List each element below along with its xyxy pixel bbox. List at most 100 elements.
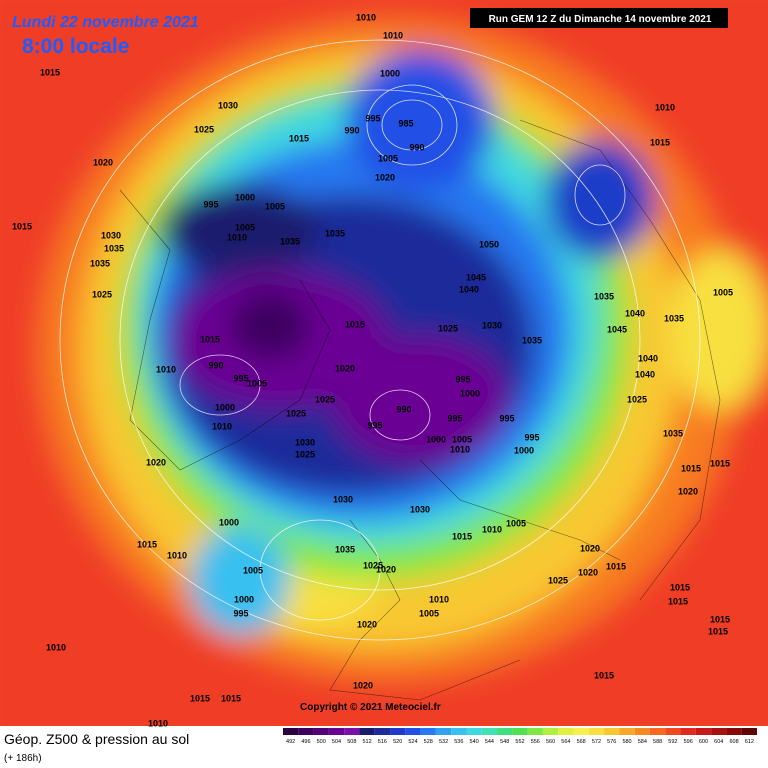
isobar-label: 1025 — [92, 289, 112, 299]
scale-cell — [451, 728, 467, 735]
scale-cell — [497, 728, 513, 735]
isobar-label: 1025 — [194, 124, 214, 134]
isobar-label: 1000 — [215, 402, 235, 412]
isobar-label: 995 — [447, 413, 462, 423]
scale-cell — [726, 728, 742, 735]
isobar-label: 1020 — [375, 172, 395, 182]
isobar-label: 1000 — [380, 68, 400, 78]
isobar-label: 1015 — [710, 458, 730, 468]
isobar-label: 1030 — [101, 230, 121, 240]
isobar-label: 990 — [208, 360, 223, 370]
scale-cell — [359, 728, 375, 735]
isobar-label: 1020 — [580, 543, 600, 553]
isobar-label: 1010 — [429, 594, 449, 604]
isobar-label: 1020 — [353, 680, 373, 690]
isobar-label: 1015 — [650, 137, 670, 147]
isobar-label: 995 — [455, 374, 470, 384]
coastlines — [119, 119, 721, 701]
isobar-label: 1015 — [12, 221, 32, 231]
scale-label: 532 — [439, 739, 448, 745]
isobar-label: 1015 — [710, 614, 730, 624]
lead-time: (+ 186h) — [4, 753, 42, 764]
scale-label: 608 — [729, 739, 738, 745]
isobar-label: 1010 — [655, 102, 675, 112]
scale-cell — [604, 728, 620, 735]
isobar-label: 990 — [396, 404, 411, 414]
run-info: Run GEM 12 Z du Dimanche 14 novembre 202… — [489, 14, 712, 25]
isobar-label: 1030 — [295, 437, 315, 447]
scale-label: 600 — [699, 739, 708, 745]
isobar-label: 1000 — [460, 388, 480, 398]
isobar-label: 995 — [233, 373, 248, 383]
scale-cell — [741, 728, 757, 735]
isobar-label: 1025 — [438, 323, 458, 333]
scale-cell — [466, 728, 482, 735]
scale-label: 604 — [714, 739, 723, 745]
scale-cell — [435, 728, 452, 735]
isobar-label: 1015 — [137, 539, 157, 549]
scale-cell — [405, 728, 421, 735]
isobar-label: 1020 — [376, 564, 396, 574]
isobar-label: 1010 — [46, 642, 66, 652]
isobar-label: 1000 — [235, 192, 255, 202]
scale-label: 568 — [577, 739, 586, 745]
scale-cell — [283, 728, 299, 735]
scale-label: 580 — [622, 739, 631, 745]
scale-cell — [695, 728, 712, 735]
scale-cell — [634, 728, 650, 735]
scale-label: 572 — [592, 739, 601, 745]
isobar-label: 1010 — [156, 364, 176, 374]
isobar-label: 1030 — [410, 504, 430, 514]
isobar-label: 1030 — [333, 494, 353, 504]
scale-label: 536 — [454, 739, 463, 745]
isobar-label: 1020 — [678, 486, 698, 496]
scale-cell — [298, 728, 314, 735]
scale-label: 564 — [561, 739, 570, 745]
isobar-label: 1040 — [459, 284, 479, 294]
scale-label: 492 — [286, 739, 295, 745]
isobar-label: 1010 — [356, 12, 376, 22]
scale-cell — [619, 728, 635, 735]
isobar-label: 1010 — [383, 30, 403, 40]
scale-label: 504 — [332, 739, 341, 745]
isobar-label: 1005 — [378, 153, 398, 163]
scale-label: 596 — [684, 739, 693, 745]
scale-label: 496 — [301, 739, 310, 745]
isobar-label: 1005 — [506, 518, 526, 528]
isobar-label: 1035 — [325, 228, 345, 238]
scale-cell — [542, 728, 559, 735]
isobar-label: 1015 — [606, 561, 626, 571]
scale-cell — [313, 728, 329, 735]
scale-label: 508 — [347, 739, 356, 745]
isobar-label: 985 — [398, 118, 413, 128]
scale-label: 612 — [745, 739, 754, 745]
isobar-label: 1025 — [286, 408, 306, 418]
scale-cell — [649, 728, 666, 735]
forecast-date: Lundi 22 novembre 2021 — [12, 14, 199, 31]
color-scale: 492 496 500 504 508 512 516 520 524 528 532 536 540 5… — [283, 728, 757, 745]
scale-label: 544 — [485, 739, 494, 745]
isobar-label: 1020 — [578, 567, 598, 577]
isobar-label: 1020 — [93, 157, 113, 167]
isobar-label: 1025 — [295, 449, 315, 459]
scale-label: 560 — [546, 739, 555, 745]
isobar-label: 1015 — [200, 334, 220, 344]
isobars — [59, 39, 701, 641]
isobar-label: 1030 — [482, 320, 502, 330]
isobar-label: 1030 — [218, 100, 238, 110]
scale-cell — [328, 728, 345, 735]
isobar-label: 1040 — [638, 353, 658, 363]
isobar-label: 1010 — [148, 718, 168, 728]
isobar-label: 1025 — [627, 394, 647, 404]
scale-cell — [344, 728, 360, 735]
scale-label: 520 — [393, 739, 402, 745]
isobar-label: 1015 — [190, 693, 210, 703]
isobar-label: 1045 — [607, 324, 627, 334]
scale-label: 592 — [668, 739, 677, 745]
scale-label: 540 — [470, 739, 479, 745]
isobar-label: 1035 — [663, 428, 683, 438]
isobar-label: 1035 — [335, 544, 355, 554]
isobar-label: 1005 — [235, 222, 255, 232]
isobar-label: 1000 — [234, 594, 254, 604]
scale-label: 584 — [638, 739, 647, 745]
